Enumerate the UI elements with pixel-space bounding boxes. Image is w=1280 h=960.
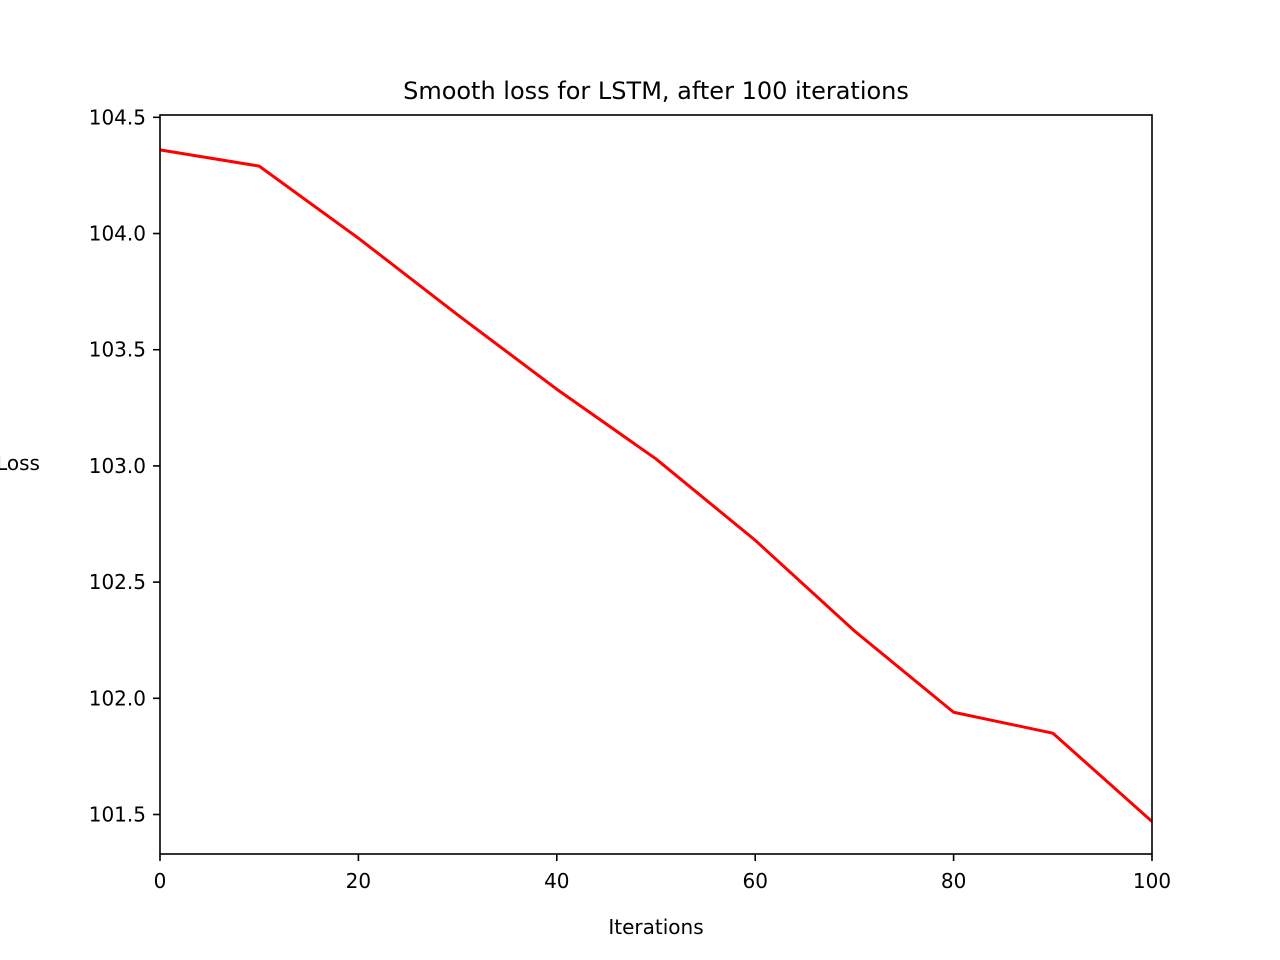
y-tick-label: 104.5 xyxy=(89,105,146,129)
series-layer xyxy=(159,148,1153,823)
x-tick-label: 0 xyxy=(154,869,167,893)
plot-frame xyxy=(159,114,1153,855)
y-tick-label: 101.5 xyxy=(89,802,146,826)
x-tick-label: 40 xyxy=(544,869,569,893)
x-tick-label: 100 xyxy=(1133,869,1171,893)
y-tick-label: 102.0 xyxy=(89,686,146,710)
y-axis-ticks: 101.5 102.0 102.5 103.0 103.5 104.0 104.5 xyxy=(89,105,160,826)
x-tick-label: 60 xyxy=(742,869,767,893)
y-tick-label: 102.5 xyxy=(89,570,146,594)
x-axis-ticks: 0 20 40 60 80 100 xyxy=(154,854,1171,893)
x-tick-label: 80 xyxy=(941,869,966,893)
series-line xyxy=(159,148,1153,823)
y-tick-label: 103.0 xyxy=(89,454,146,478)
y-axis-label: Loss xyxy=(0,451,40,475)
chart-title: Smooth loss for LSTM, after 100 iteratio… xyxy=(403,77,909,105)
y-tick-label: 104.0 xyxy=(89,222,146,246)
x-tick-label: 20 xyxy=(346,869,371,893)
y-tick-label: 103.5 xyxy=(89,338,146,362)
x-axis-label: Iterations xyxy=(608,915,703,939)
